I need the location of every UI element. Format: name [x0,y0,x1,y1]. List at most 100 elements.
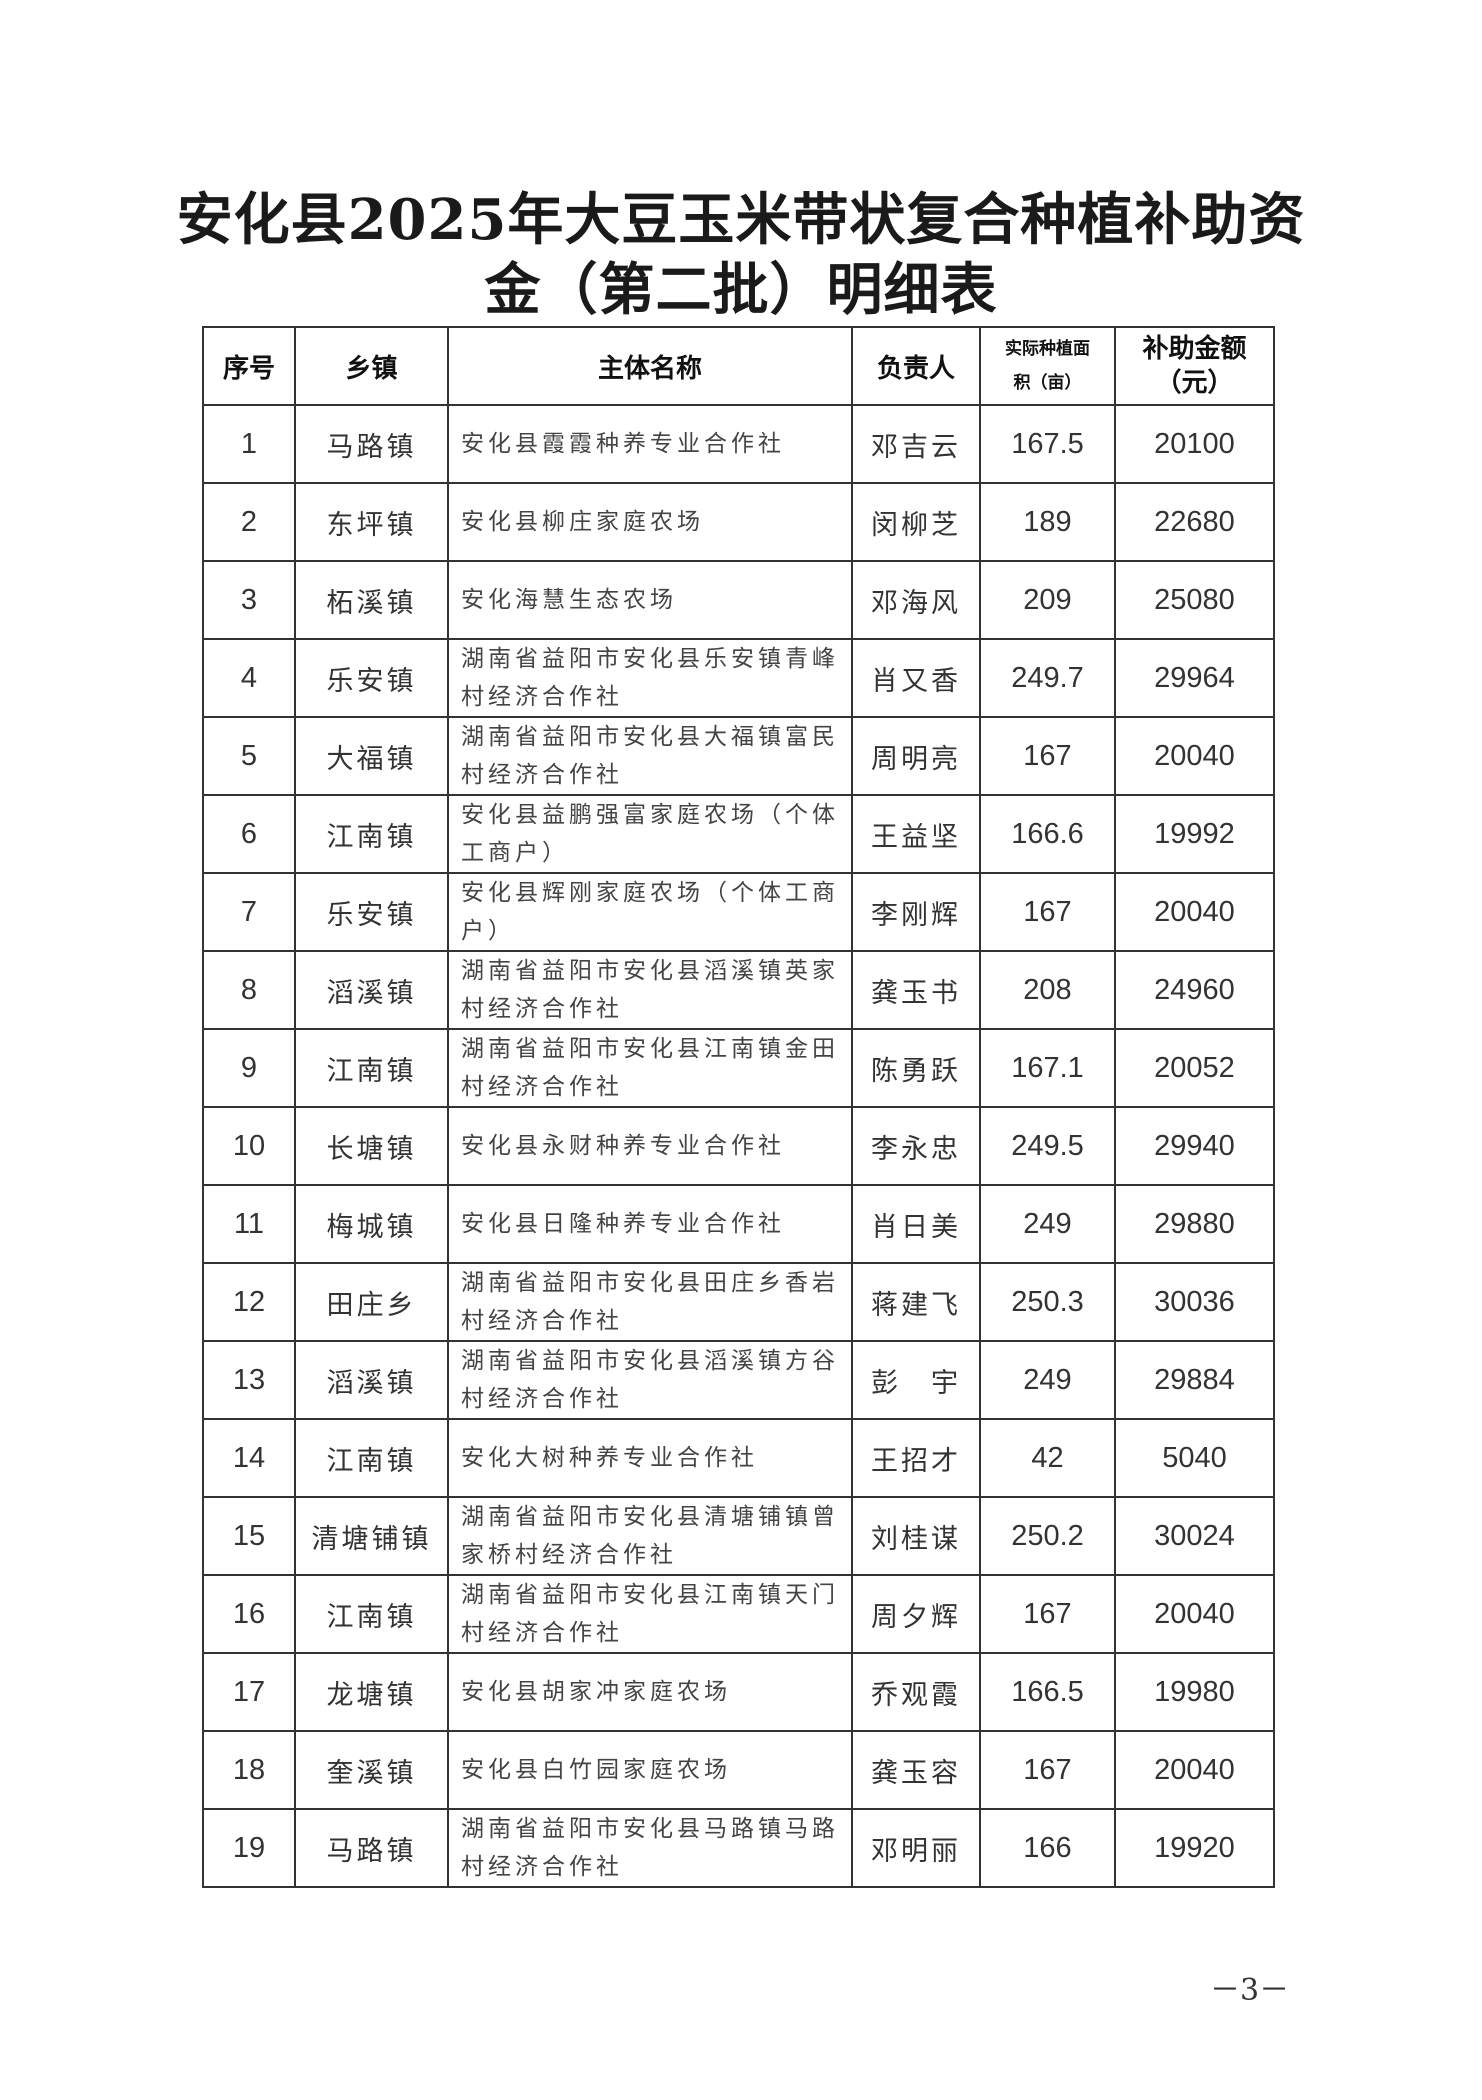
cell-index: 16 [202,1574,296,1654]
cell-amount: 29880 [1114,1184,1275,1264]
cell-entity: 安化县胡家冲家庭农场 [447,1652,853,1732]
cell-town: 东坪镇 [294,482,449,562]
cell-index: 14 [202,1418,296,1498]
table-row: 10 长塘镇 安化县永财种养专业合作社 李永忠 249.5 29940 [202,1106,1275,1186]
cell-entity: 安化大树种养专业合作社 [447,1418,853,1498]
cell-area: 250.3 [979,1262,1116,1342]
cell-area: 167.1 [979,1028,1116,1108]
header-entity: 主体名称 [447,326,853,406]
header-area-line1: 实际种植面 [1005,339,1090,359]
cell-amount: 20052 [1114,1028,1275,1108]
table-row: 16 江南镇 湖南省益阳市安化县江南镇天门村经济合作社 周夕辉 167 20040 [202,1574,1275,1654]
cell-town: 滔溪镇 [294,950,449,1030]
cell-area: 250.2 [979,1496,1116,1576]
cell-person: 刘桂谋 [851,1496,981,1576]
header-index: 序号 [202,326,296,406]
cell-entity: 安化县益鹏强富家庭农场（个体工商户） [447,794,853,874]
cell-entity: 安化县白竹园家庭农场 [447,1730,853,1810]
cell-index: 17 [202,1652,296,1732]
cell-town: 清塘铺镇 [294,1496,449,1576]
table-row: 4 乐安镇 湖南省益阳市安化县乐安镇青峰村经济合作社 肖又香 249.7 29964 [202,638,1275,718]
cell-amount: 5040 [1114,1418,1275,1498]
cell-index: 8 [202,950,296,1030]
cell-town: 马路镇 [294,1808,449,1888]
cell-town: 长塘镇 [294,1106,449,1186]
cell-entity: 安化县永财种养专业合作社 [447,1106,853,1186]
cell-person: 李永忠 [851,1106,981,1186]
cell-town: 江南镇 [294,1418,449,1498]
cell-area: 249 [979,1184,1116,1264]
cell-amount: 29940 [1114,1106,1275,1186]
cell-person: 李刚辉 [851,872,981,952]
cell-area: 167 [979,872,1116,952]
cell-index: 12 [202,1262,296,1342]
cell-area: 167 [979,1574,1116,1654]
header-amount-line1: 补助金额 [1142,334,1247,364]
cell-area: 208 [979,950,1116,1030]
cell-amount: 29964 [1114,638,1275,718]
cell-person: 闵柳芝 [851,482,981,562]
cell-person: 龚玉容 [851,1730,981,1810]
cell-entity: 湖南省益阳市安化县清塘铺镇曾家桥村经济合作社 [447,1496,853,1576]
cell-entity: 安化海慧生态农场 [447,560,853,640]
cell-amount: 22680 [1114,482,1275,562]
cell-town: 柘溪镇 [294,560,449,640]
table-row: 12 田庄乡 湖南省益阳市安化县田庄乡香岩村经济合作社 蒋建飞 250.3 30036 [202,1262,1275,1342]
cell-amount: 19920 [1114,1808,1275,1888]
cell-person: 王益坚 [851,794,981,874]
cell-area: 167 [979,716,1116,796]
cell-amount: 30036 [1114,1262,1275,1342]
cell-entity: 湖南省益阳市安化县马路镇马路村经济合作社 [447,1808,853,1888]
cell-index: 18 [202,1730,296,1810]
cell-person: 周夕辉 [851,1574,981,1654]
cell-person: 王招才 [851,1418,981,1498]
cell-town: 梅城镇 [294,1184,449,1264]
cell-area: 42 [979,1418,1116,1498]
cell-amount: 20040 [1114,1730,1275,1810]
cell-amount: 19980 [1114,1652,1275,1732]
cell-area: 249.7 [979,638,1116,718]
cell-person: 肖又香 [851,638,981,718]
table-row: 9 江南镇 湖南省益阳市安化县江南镇金田村经济合作社 陈勇跃 167.1 20052 [202,1028,1275,1108]
cell-index: 11 [202,1184,296,1264]
cell-entity: 安化县霞霞种养专业合作社 [447,404,853,484]
cell-entity: 安化县日隆种养专业合作社 [447,1184,853,1264]
cell-amount: 29884 [1114,1340,1275,1420]
cell-town: 田庄乡 [294,1262,449,1342]
table-row: 3 柘溪镇 安化海慧生态农场 邓海风 209 25080 [202,560,1275,640]
cell-entity: 湖南省益阳市安化县江南镇金田村经济合作社 [447,1028,853,1108]
cell-index: 7 [202,872,296,952]
cell-area: 249.5 [979,1106,1116,1186]
cell-index: 19 [202,1808,296,1888]
title-line-2: 金（第二批）明细表 [484,257,998,323]
cell-area: 166.6 [979,794,1116,874]
cell-entity: 湖南省益阳市安化县滔溪镇方谷村经济合作社 [447,1340,853,1420]
cell-person: 彭 宇 [851,1340,981,1420]
cell-town: 马路镇 [294,404,449,484]
cell-amount: 20040 [1114,872,1275,952]
cell-area: 167 [979,1730,1116,1810]
table-row: 6 江南镇 安化县益鹏强富家庭农场（个体工商户） 王益坚 166.6 19992 [202,794,1275,874]
header-area: 实际种植面 积（亩） [979,326,1116,406]
cell-person: 肖日美 [851,1184,981,1264]
cell-person: 乔观霞 [851,1652,981,1732]
cell-index: 6 [202,794,296,874]
table-row: 2 东坪镇 安化县柳庄家庭农场 闵柳芝 189 22680 [202,482,1275,562]
cell-town: 乐安镇 [294,872,449,952]
cell-person: 龚玉书 [851,950,981,1030]
cell-amount: 30024 [1114,1496,1275,1576]
table-row: 7 乐安镇 安化县辉刚家庭农场（个体工商户） 李刚辉 167 20040 [202,872,1275,952]
table-row: 18 奎溪镇 安化县白竹园家庭农场 龚玉容 167 20040 [202,1730,1275,1810]
cell-entity: 安化县辉刚家庭农场（个体工商户） [447,872,853,952]
table-row: 17 龙塘镇 安化县胡家冲家庭农场 乔观霞 166.5 19980 [202,1652,1275,1732]
header-amount: 补助金额 （元） [1114,326,1275,406]
cell-amount: 25080 [1114,560,1275,640]
cell-area: 189 [979,482,1116,562]
cell-amount: 20100 [1114,404,1275,484]
cell-area: 209 [979,560,1116,640]
cell-town: 奎溪镇 [294,1730,449,1810]
cell-town: 龙塘镇 [294,1652,449,1732]
table-row: 8 滔溪镇 湖南省益阳市安化县滔溪镇英家村经济合作社 龚玉书 208 24960 [202,950,1275,1030]
cell-amount: 24960 [1114,950,1275,1030]
cell-person: 邓明丽 [851,1808,981,1888]
